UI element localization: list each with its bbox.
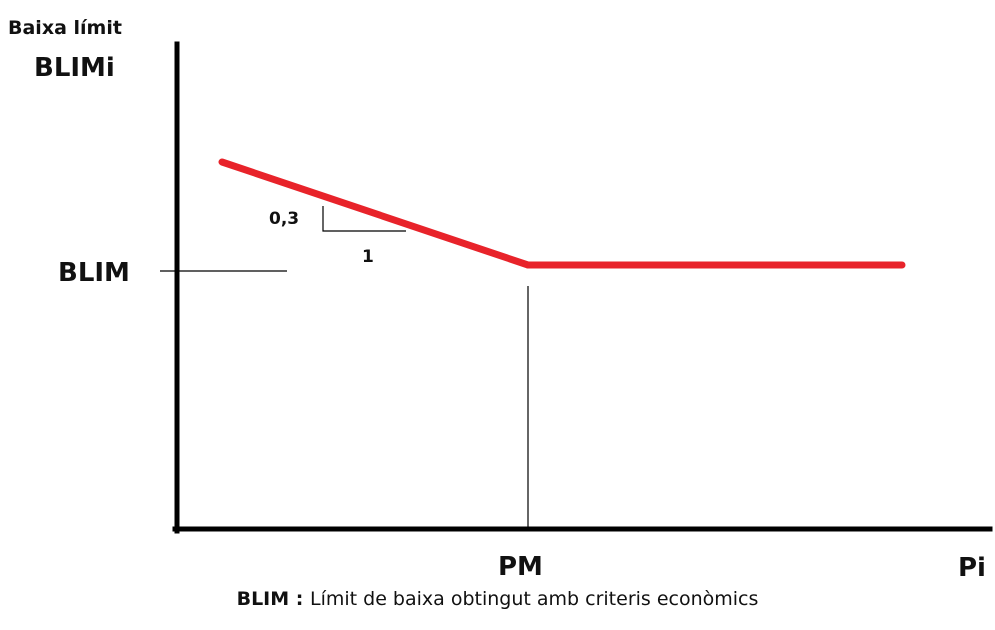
legend-caption: BLIM : Límit de baixa obtingut amb crite…: [0, 588, 995, 610]
slope-triangle: [322, 206, 406, 232]
blim-label: BLIM: [58, 258, 130, 288]
slope-run-label: 1: [362, 247, 374, 267]
caption-term: BLIM: [236, 588, 290, 610]
pm-label: PM: [498, 552, 543, 582]
x-axis-variable-label: Pi: [958, 553, 986, 583]
y-axis-title: Baixa límit: [8, 17, 122, 39]
caption-definition: Límit de baixa obtingut amb criteris eco…: [310, 588, 759, 610]
caption-separator: :: [289, 588, 310, 610]
blim-curve-sloped-segment: [218, 158, 532, 269]
y-axis-variable-label: BLIMi: [34, 53, 115, 83]
slope-rise-label: 0,3: [269, 209, 299, 229]
